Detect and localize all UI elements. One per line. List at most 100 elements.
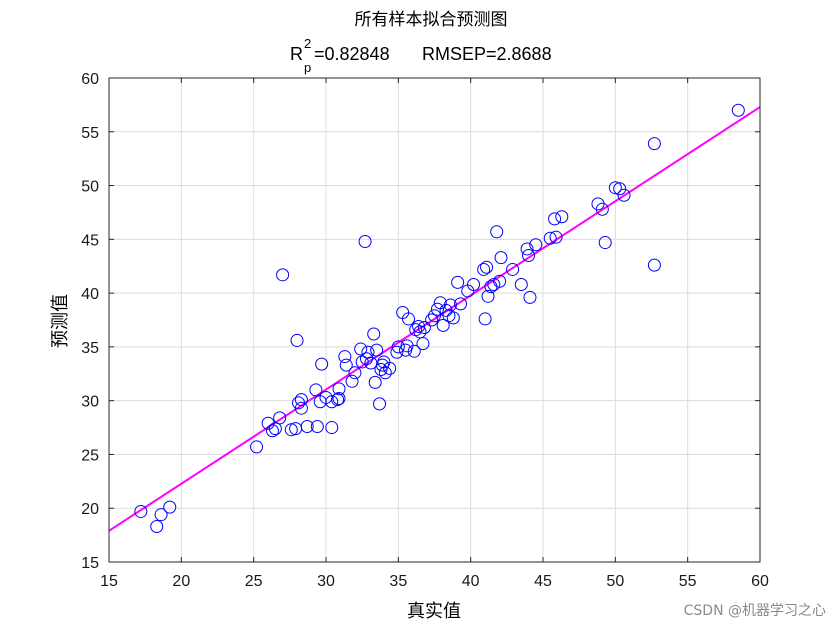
data-point xyxy=(514,278,528,292)
data-point xyxy=(368,375,382,389)
data-point xyxy=(454,297,468,311)
data-point xyxy=(309,383,323,397)
data-point xyxy=(493,274,507,288)
data-point xyxy=(467,278,481,292)
data-point xyxy=(250,440,264,454)
data-point xyxy=(325,395,339,409)
r2-value: =0.82848 xyxy=(314,44,390,64)
x-axis-ticks: 15 20 25 30 35 40 45 50 55 60 xyxy=(100,78,769,590)
data-point xyxy=(284,423,298,437)
r2-symbol: R xyxy=(290,44,303,64)
data-point xyxy=(731,103,745,117)
x-axis-label: 真实值 xyxy=(407,601,461,622)
data-point xyxy=(446,311,460,325)
data-point xyxy=(300,419,314,433)
rmsep-value: RMSEP=2.8688 xyxy=(422,44,552,64)
y-tick-label: 15 xyxy=(81,555,99,572)
data-point xyxy=(436,318,450,332)
data-point xyxy=(315,357,329,371)
data-point xyxy=(523,290,537,304)
x-tick-label: 55 xyxy=(679,573,697,590)
data-point xyxy=(543,231,557,245)
data-point xyxy=(163,500,177,514)
data-point xyxy=(370,343,384,357)
data-point xyxy=(390,345,404,359)
plot-area-frame xyxy=(108,77,761,563)
data-point xyxy=(417,321,431,335)
x-tick-label: 50 xyxy=(606,573,624,590)
data-point xyxy=(332,392,346,406)
y-tick-label: 40 xyxy=(81,286,99,303)
y-tick-label: 55 xyxy=(81,125,99,142)
data-point xyxy=(294,393,308,407)
data-point xyxy=(608,181,622,195)
data-point xyxy=(378,366,392,380)
data-point xyxy=(647,258,661,272)
x-tick-label: 15 xyxy=(100,573,118,590)
data-point xyxy=(354,342,368,356)
data-point xyxy=(373,397,387,411)
data-point xyxy=(401,312,415,326)
chart-title: 所有样本拟合预测图 xyxy=(355,10,508,30)
data-point xyxy=(367,327,381,341)
data-point xyxy=(290,333,304,347)
data-point xyxy=(345,374,359,388)
data-point xyxy=(310,419,324,433)
grid-lines xyxy=(109,78,760,562)
y-tick-label: 20 xyxy=(81,501,99,518)
r2-subscript: p xyxy=(304,60,311,75)
y-tick-label: 35 xyxy=(81,340,99,357)
data-point xyxy=(522,248,536,262)
data-point xyxy=(490,225,504,239)
data-point xyxy=(276,268,290,282)
y-tick-label: 45 xyxy=(81,232,99,249)
data-point xyxy=(407,344,421,358)
y-tick-label: 25 xyxy=(81,447,99,464)
data-point xyxy=(348,366,362,380)
data-point xyxy=(506,262,520,276)
data-point xyxy=(647,137,661,151)
x-tick-label: 20 xyxy=(172,573,190,590)
data-point xyxy=(339,358,353,372)
data-point xyxy=(273,411,287,425)
data-point xyxy=(265,424,279,438)
y-tick-label: 30 xyxy=(81,394,99,411)
data-point xyxy=(325,421,339,435)
data-point xyxy=(338,350,352,364)
data-point xyxy=(481,289,495,303)
data-point xyxy=(360,352,374,366)
data-point xyxy=(413,325,427,339)
x-tick-label: 25 xyxy=(245,573,263,590)
data-point xyxy=(383,361,397,375)
data-point xyxy=(617,188,631,202)
y-axis-ticks: 15 20 25 30 35 40 45 50 55 60 xyxy=(81,71,760,572)
data-point xyxy=(480,260,494,274)
x-tick-label: 45 xyxy=(534,573,552,590)
data-point xyxy=(358,234,372,248)
watermark: CSDN @机器学习之心 xyxy=(684,603,826,619)
data-point xyxy=(555,210,569,224)
data-point xyxy=(477,262,491,276)
data-point xyxy=(591,197,605,211)
data-point xyxy=(494,251,508,265)
data-point xyxy=(520,242,534,256)
data-point xyxy=(598,236,612,250)
data-point xyxy=(150,520,164,534)
y-axis-label: 预测值 xyxy=(50,294,71,348)
data-point xyxy=(428,309,441,323)
data-points xyxy=(134,103,745,534)
data-point xyxy=(289,422,303,436)
data-point xyxy=(425,313,439,327)
x-tick-label: 40 xyxy=(462,573,480,590)
data-point xyxy=(451,275,465,289)
data-point xyxy=(332,382,346,396)
data-point xyxy=(391,340,405,354)
data-point xyxy=(613,182,627,196)
data-point xyxy=(529,238,543,252)
x-tick-label: 35 xyxy=(389,573,407,590)
chart-subtitle: R 2 p =0.82848 RMSEP=2.8688 xyxy=(290,36,552,75)
data-point xyxy=(416,337,430,351)
x-tick-label: 30 xyxy=(317,573,335,590)
fit-line xyxy=(108,106,761,532)
